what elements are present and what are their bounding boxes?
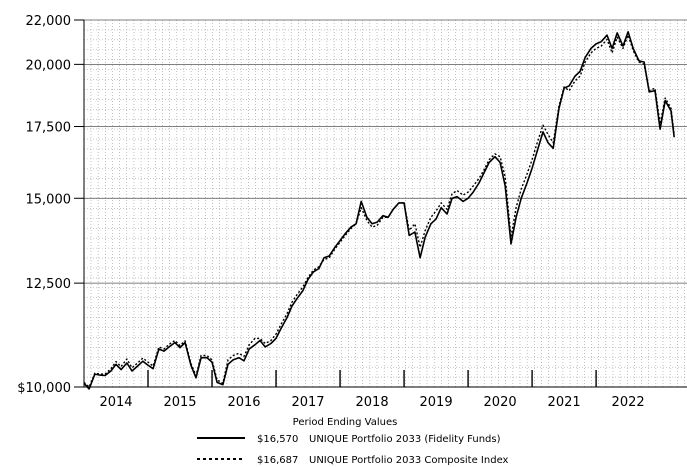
y-tick-label: $10,000	[17, 381, 71, 396]
y-tick-label: 22,000	[26, 14, 72, 29]
y-tick-label: 15,000	[26, 192, 72, 207]
year-label: 2017	[291, 395, 324, 410]
series-lines	[83, 31, 675, 390]
series-line-composite-index	[83, 34, 675, 388]
y-axis-tick-labels: $10,000 12,500 15,000 17,500 20,000 22,000	[17, 14, 84, 396]
year-label: 2016	[227, 395, 260, 410]
series-line-fidelity-funds	[83, 31, 675, 390]
year-tick-marks	[147, 370, 597, 387]
legend: $16,570 UNIQUE Portfolio 2033 (Fidelity …	[197, 434, 509, 466]
year-label: 2015	[163, 395, 196, 410]
year-label: 2021	[548, 395, 581, 410]
legend-name-fidelity: UNIQUE Portfolio 2033 (Fidelity Funds)	[309, 434, 501, 445]
year-label: 2022	[612, 395, 645, 410]
year-label: 2014	[99, 395, 132, 410]
legend-value-fidelity: $16,570	[257, 434, 298, 445]
year-label: 2019	[420, 395, 453, 410]
year-label: 2018	[356, 395, 389, 410]
legend-value-index: $16,687	[257, 455, 298, 466]
y-tick-label: 20,000	[26, 58, 72, 73]
y-tick-label: 17,500	[26, 121, 72, 136]
legend-name-index: UNIQUE Portfolio 2033 Composite Index	[309, 455, 509, 466]
year-label: 2020	[484, 395, 517, 410]
x-axis-title: Period Ending Values	[293, 417, 398, 428]
x-axis-year-labels: 2014 2015 2016 2017 2018 2019 2020 2021 2022	[99, 395, 644, 410]
horizontal-gridlines	[84, 19, 687, 388]
vertical-gridlines	[90, 20, 685, 387]
y-tick-label: 12,500	[26, 277, 72, 292]
